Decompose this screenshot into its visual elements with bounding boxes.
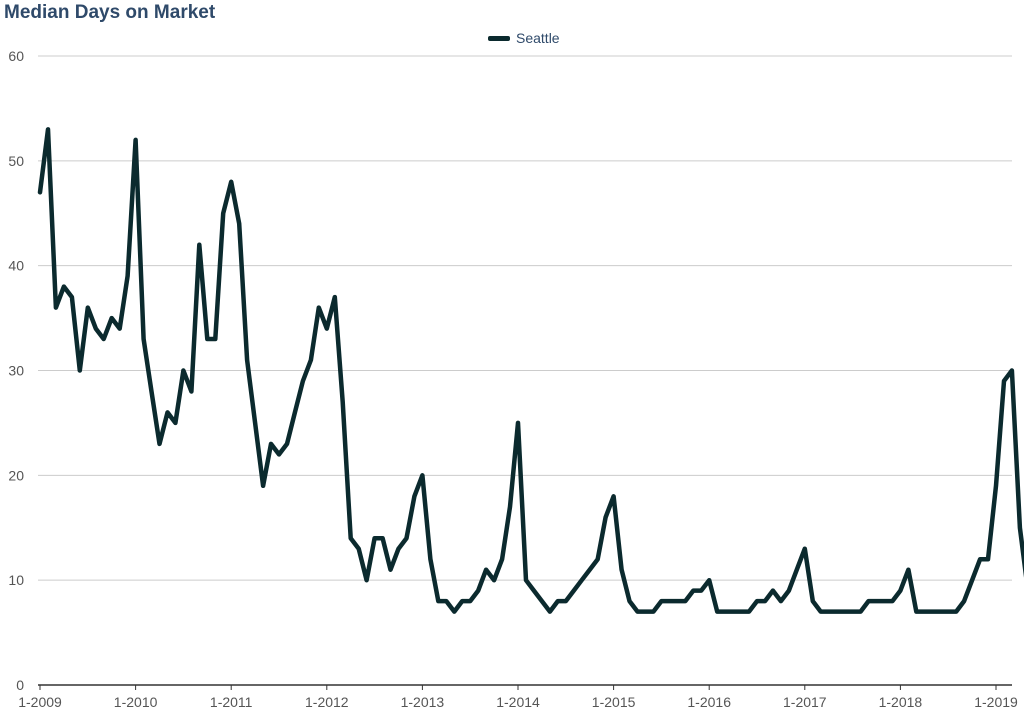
x-axis-ticks: 1-2009 1-2010 1-2011 1-2012 1-2013 1-2014 1-20… <box>18 685 1018 710</box>
x-tick-label: 1-2009 <box>18 694 62 710</box>
x-tick-label: 1-2011 <box>210 694 253 710</box>
y-tick-label: 10 <box>8 572 24 588</box>
legend-swatch <box>488 35 510 41</box>
y-tick-label: 30 <box>8 363 24 379</box>
y-axis-ticks: 0 10 20 30 40 50 60 <box>8 48 24 693</box>
x-tick-label: 1-2013 <box>401 694 445 710</box>
x-tick-label: 1-2012 <box>305 694 349 710</box>
y-tick-label: 0 <box>16 677 24 693</box>
x-tick-label: 1-2014 <box>496 694 540 710</box>
chart-title: Median Days on Market <box>4 2 216 23</box>
y-tick-label: 40 <box>8 258 24 274</box>
y-tick-label: 20 <box>8 467 24 483</box>
y-tick-label: 50 <box>8 153 24 169</box>
x-tick-label: 1-2015 <box>592 694 636 710</box>
y-tick-label: 60 <box>8 48 24 64</box>
series-layer <box>37 127 1024 614</box>
x-tick-label: 1-2016 <box>687 694 731 710</box>
x-tick-label: 1-2019 <box>974 694 1018 710</box>
x-tick-label: 1-2018 <box>879 694 923 710</box>
legend: Seattle <box>488 30 560 46</box>
x-tick-label: 1-2010 <box>114 694 158 710</box>
x-tick-label: 1-2017 <box>783 694 827 710</box>
legend-label-seattle: Seattle <box>516 30 560 46</box>
series-line-seattle <box>37 127 1024 614</box>
